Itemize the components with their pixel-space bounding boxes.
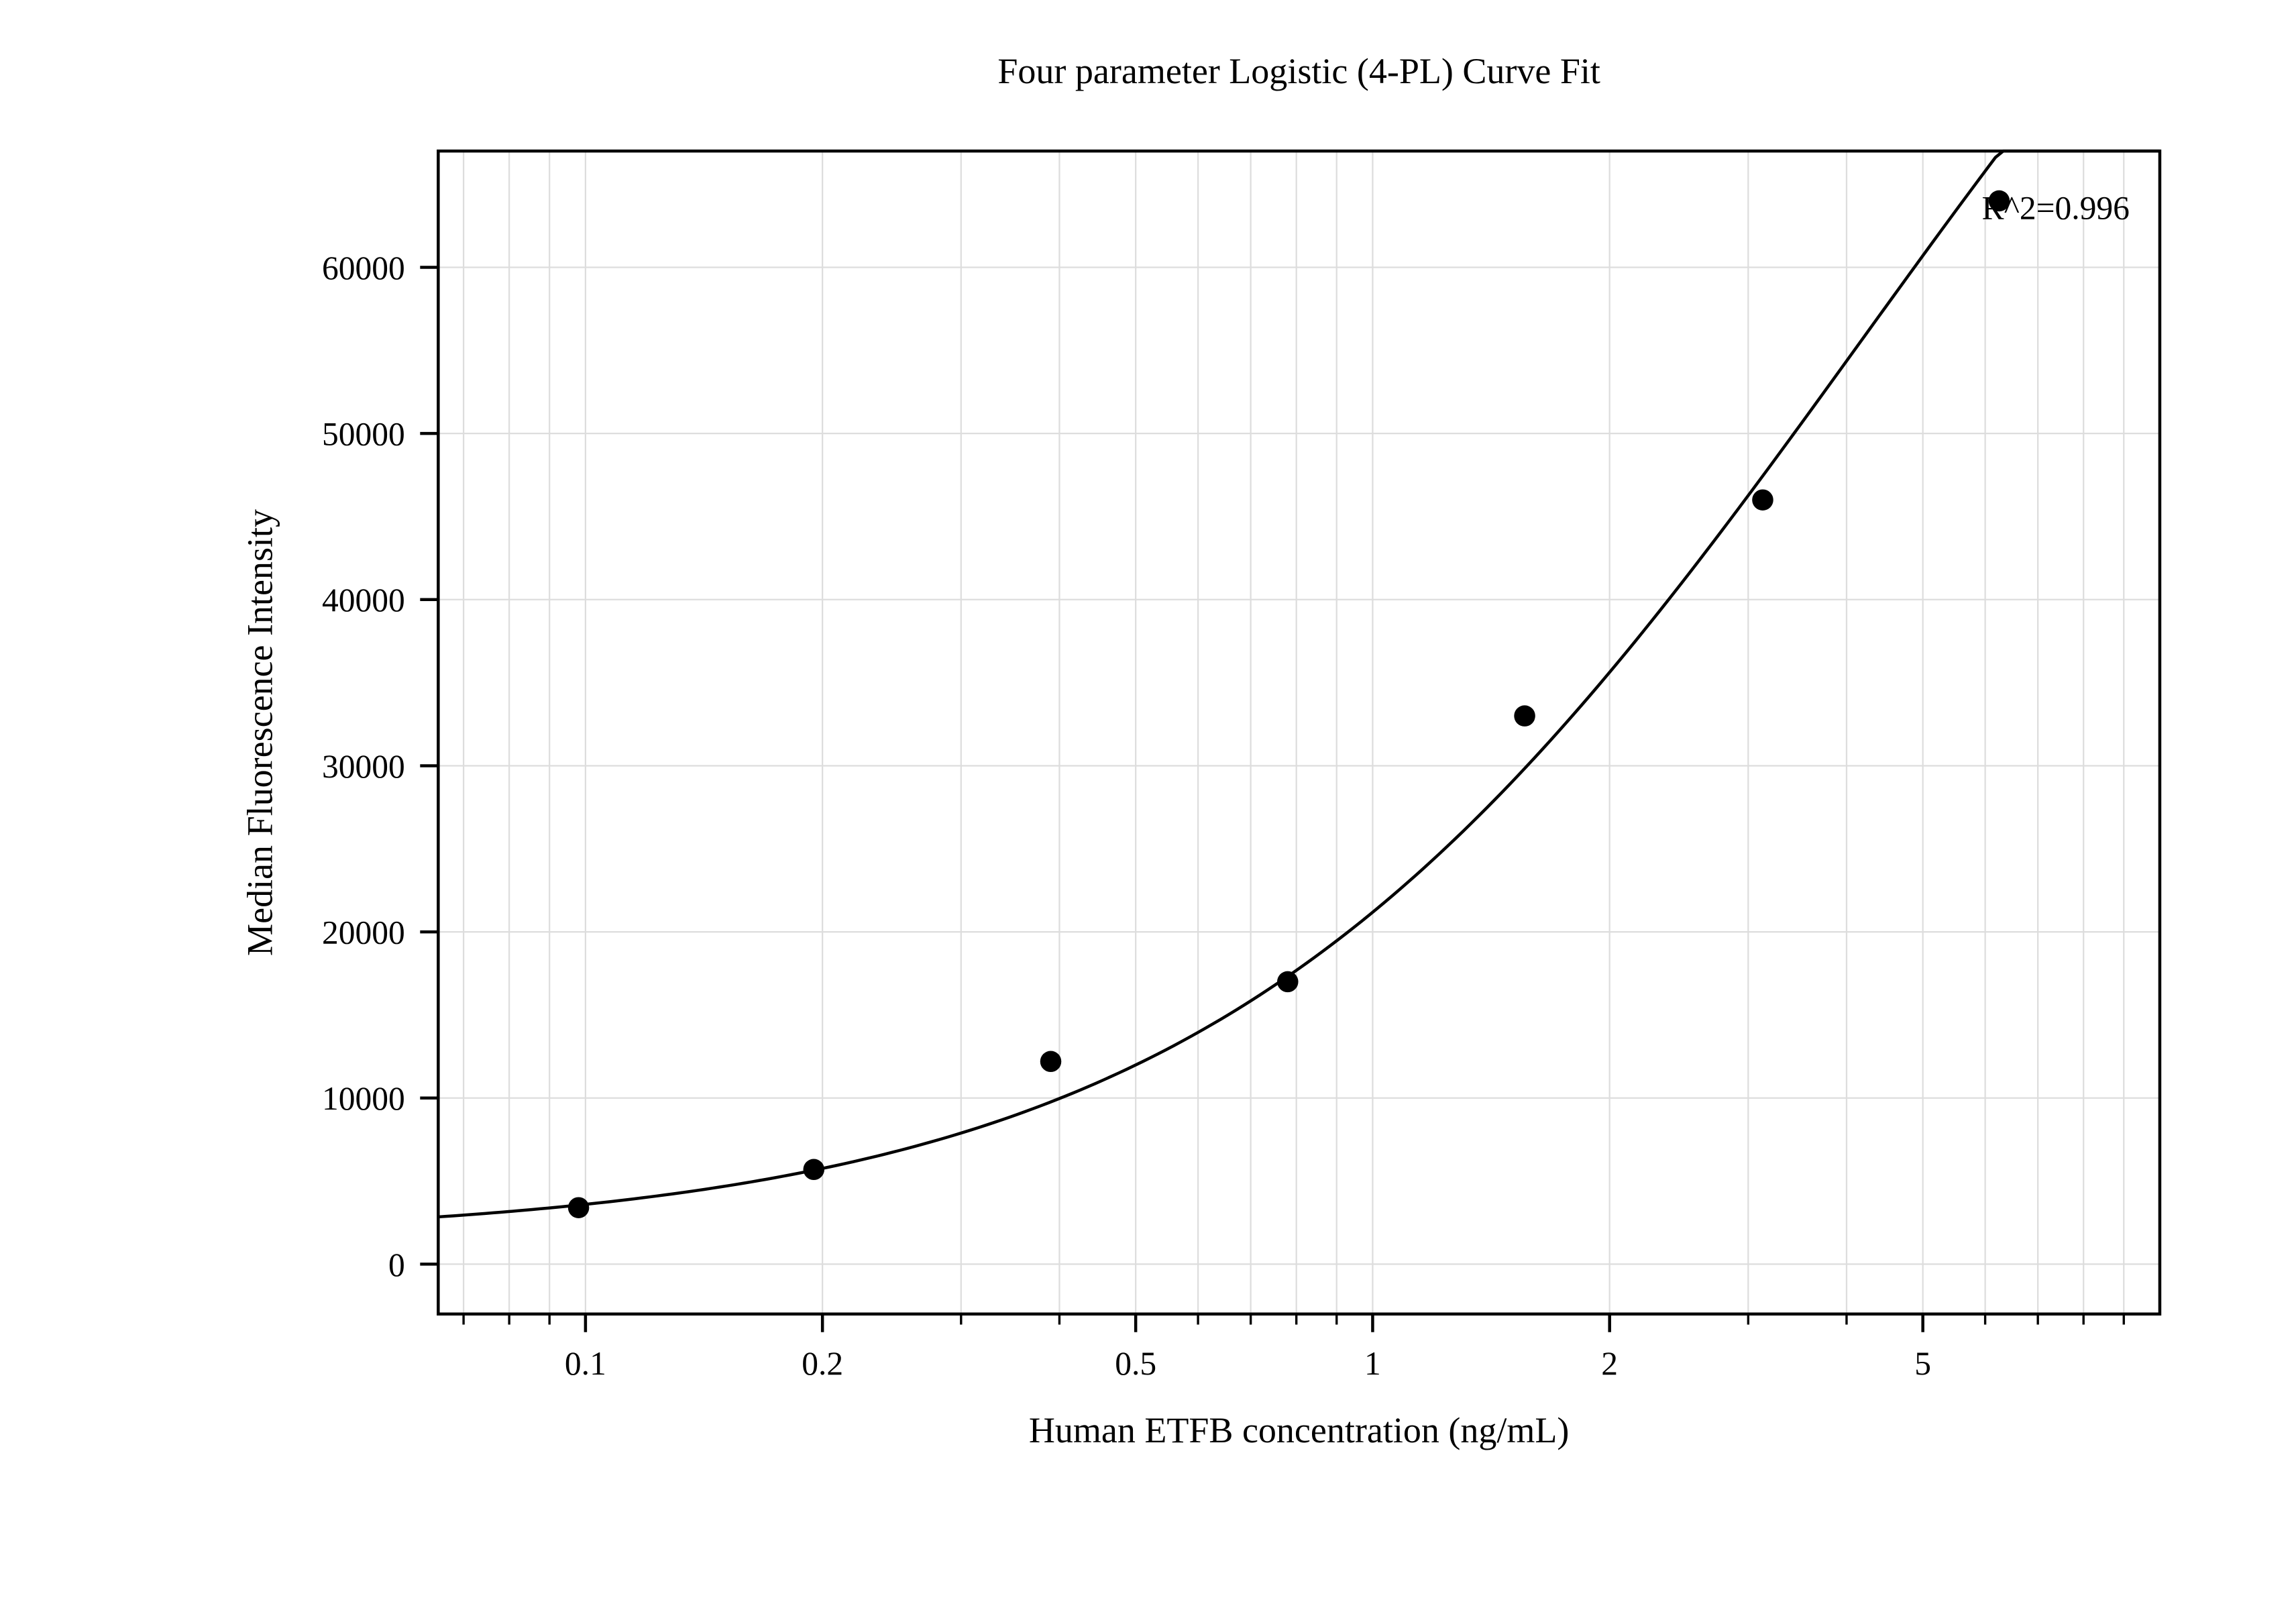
y-tick-label: 10000 [322, 1080, 405, 1117]
r-squared-annotation: R^2=0.996 [1982, 189, 2130, 226]
x-tick-label: 1 [1364, 1345, 1381, 1382]
y-tick-label: 20000 [322, 914, 405, 951]
y-tick-label: 40000 [322, 582, 405, 619]
x-tick-label: 2 [1601, 1345, 1618, 1382]
y-tick-label: 50000 [322, 415, 405, 452]
logistic-chart: 0.1 0.2 0.5 1 2 5 0 10000 20000 30000 40000 50000 60… [0, 0, 2296, 1604]
chart-title: Four parameter Logistic (4-PL) Curve Fit [997, 51, 1600, 91]
x-tick-label: 0.1 [565, 1345, 606, 1382]
data-point [1752, 489, 1773, 511]
x-tick-label: 0.5 [1115, 1345, 1156, 1382]
data-point [568, 1197, 590, 1218]
y-axis-label: Median Fluorescence Intensity [240, 509, 280, 956]
data-point [803, 1159, 824, 1181]
x-tick-label: 5 [1914, 1345, 1931, 1382]
x-tick-label: 0.2 [802, 1345, 843, 1382]
data-point [1277, 971, 1299, 993]
y-tick-label: 0 [388, 1246, 405, 1283]
x-axis-label: Human ETFB concentration (ng/mL) [1029, 1410, 1570, 1450]
y-tick-label: 30000 [322, 748, 405, 785]
y-tick-label: 60000 [322, 250, 405, 286]
data-point [1040, 1051, 1062, 1073]
data-point [1514, 705, 1535, 727]
chart-container: 0.1 0.2 0.5 1 2 5 0 10000 20000 30000 40000 50000 60… [0, 0, 2296, 1604]
